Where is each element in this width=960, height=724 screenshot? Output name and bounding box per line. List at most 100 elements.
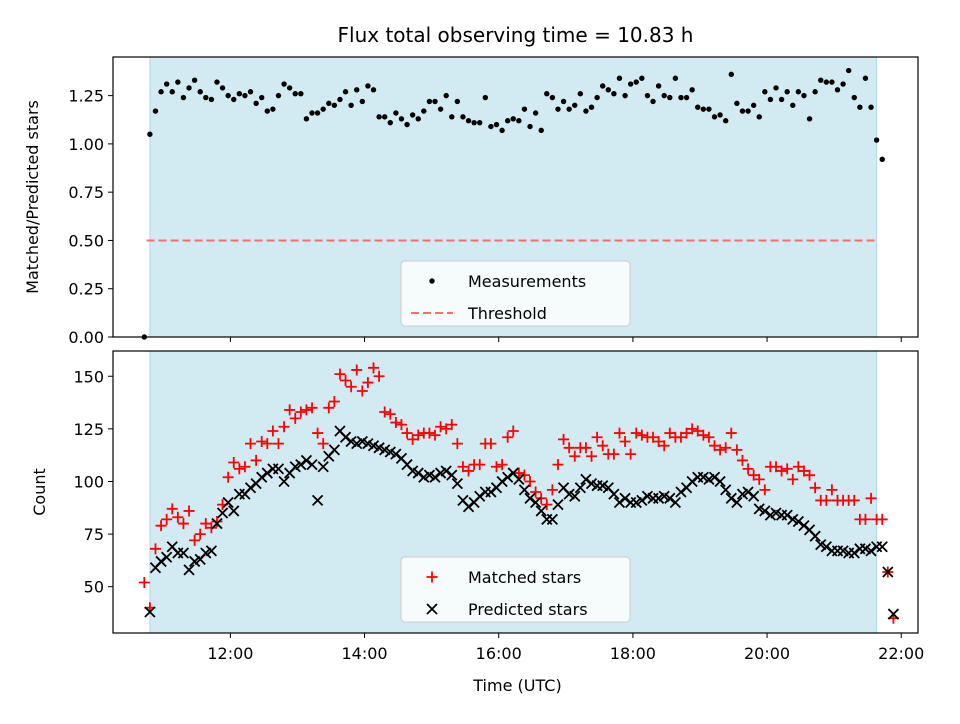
predicted-star-point: [244, 482, 257, 494]
measurement-point: [834, 87, 841, 93]
matched-star-point: [205, 522, 217, 534]
measurement-point: [147, 131, 153, 137]
bottom-panel: 50 75 100 125 150 12:00 14:00 16:00 18:00 20:00 22…: [30, 350, 924, 695]
matched-star-point: [675, 431, 687, 443]
predicted-star-point: [546, 513, 559, 525]
matched-star-point: [457, 461, 469, 473]
matched-star-point: [189, 534, 201, 546]
predicted-star-point: [876, 541, 888, 553]
legend-label: Measurements: [468, 272, 586, 291]
measurement-point: [739, 108, 746, 114]
matched-star-point: [787, 473, 799, 485]
measurement-point: [219, 85, 226, 91]
measurement-point: [549, 94, 556, 101]
matched-star-point: [613, 427, 625, 439]
predicted-star-point: [216, 507, 229, 519]
predicted-star-point: [205, 545, 218, 557]
measurement-point: [778, 96, 785, 103]
measurement-point: [840, 81, 846, 87]
x-axis-label: Time (UTC): [472, 676, 561, 695]
measurement-point: [208, 96, 215, 103]
matched-star-point: [770, 461, 782, 473]
top-panel: 0.00 0.25 0.50 0.75 1.00 1.25 Matched/Predicte…: [23, 56, 919, 347]
predicted-star-point: [161, 551, 173, 563]
measurement-point: [756, 114, 762, 120]
measurement-point: [588, 104, 595, 110]
predicted-star-point: [720, 484, 732, 496]
matched-star-point: [742, 463, 754, 475]
bottom-y-tick-label: 125: [73, 420, 104, 439]
predicted-star-point: [669, 496, 682, 509]
measurement-point: [309, 110, 315, 116]
measurement-point: [370, 87, 377, 93]
predicted-star-point: [619, 492, 631, 504]
matched-star-point: [748, 469, 760, 481]
measurement-point: [387, 119, 393, 126]
x-tick-label: 16:00: [476, 644, 522, 663]
predicted-star-point: [569, 490, 581, 502]
measurement-point: [700, 106, 707, 112]
matched-star-point: [379, 406, 391, 418]
measurement-point: [180, 94, 187, 101]
top-series-measurements: [141, 67, 885, 340]
measurement-point: [465, 118, 472, 124]
measurement-point: [275, 92, 282, 99]
matched-star-point: [239, 461, 251, 473]
matched-star-point: [222, 471, 234, 483]
measurement-point: [426, 98, 433, 105]
matched-star-point: [440, 423, 452, 435]
measurement-point: [348, 102, 354, 108]
measurement-point: [477, 119, 483, 126]
matched-star-point: [334, 368, 346, 380]
predicted-star-point: [580, 473, 592, 486]
measurement-point: [504, 118, 511, 124]
matched-star-point: [558, 433, 570, 445]
matched-star-point: [636, 429, 648, 441]
matched-star-point: [647, 431, 659, 443]
measurement-point: [622, 92, 628, 99]
predicted-star-point: [306, 459, 318, 471]
measurement-point: [253, 100, 259, 107]
measurement-point: [398, 116, 405, 122]
matched-star-point: [256, 435, 268, 447]
predicted-star-point: [798, 520, 810, 532]
measurement-point: [734, 100, 740, 107]
matched-star-point: [686, 423, 698, 435]
measurement-point: [225, 92, 231, 99]
measurement-point: [689, 87, 695, 93]
matched-star-point: [546, 484, 558, 496]
measurement-point: [661, 92, 667, 99]
legend-measurement-marker: [429, 278, 435, 284]
measurement-point: [163, 81, 170, 87]
measurement-point: [342, 89, 349, 95]
bottom-series-predicted-stars: [144, 425, 900, 620]
predicted-star-point: [759, 505, 771, 517]
matched-star-point: [172, 511, 184, 523]
measurement-point: [326, 100, 332, 107]
matched-star-point: [261, 438, 273, 450]
matched-star-point: [496, 459, 508, 471]
predicted-star-point: [675, 486, 687, 498]
legend-label: Predicted stars: [468, 600, 588, 619]
matched-star-point: [513, 467, 525, 479]
predicted-star-point: [865, 545, 877, 557]
matched-star-point: [138, 576, 150, 588]
matched-star-point: [446, 419, 458, 431]
top-legend: Measurements Threshold: [400, 260, 631, 327]
measurement-point: [801, 92, 807, 99]
matched-star-point: [658, 440, 670, 452]
matched-star-point: [580, 442, 592, 454]
bottom-y-tick-label: 150: [73, 367, 104, 386]
measurement-point: [281, 81, 287, 87]
legend-predicted-marker: [426, 603, 438, 615]
matched-star-point: [474, 459, 486, 471]
matched-star-point: [804, 469, 816, 481]
top-axes-frame: [112, 56, 919, 338]
predicted-star-point: [848, 547, 860, 559]
predicted-star-point: [295, 459, 307, 471]
measurement-point: [521, 106, 528, 112]
bottom-y-tick-label: 75: [84, 525, 104, 544]
bottom-y-axis-label: Count: [30, 468, 49, 516]
measurement-point: [862, 75, 869, 81]
matched-star-point: [664, 427, 676, 439]
